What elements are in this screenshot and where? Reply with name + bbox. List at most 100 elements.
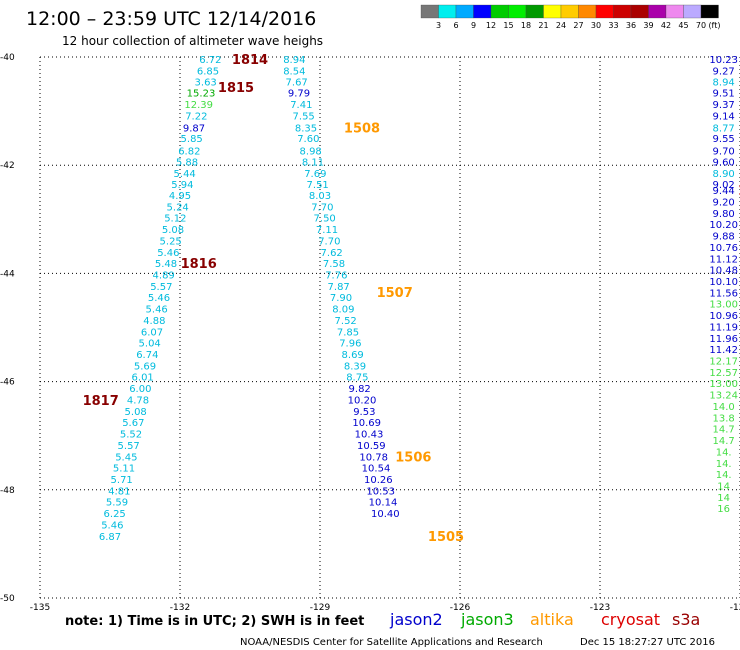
grid bbox=[39, 56, 740, 599]
legend-swatch bbox=[543, 4, 562, 19]
legend-swatch bbox=[560, 4, 579, 19]
y-tick-label: -46 bbox=[0, 378, 15, 388]
data-point: 6.00 bbox=[129, 384, 151, 395]
data-point: 11.19 bbox=[709, 322, 738, 333]
data-point: 9.53 bbox=[353, 407, 375, 418]
data-point: 7.58 bbox=[323, 259, 345, 270]
data-point: 12.17 bbox=[709, 357, 738, 368]
x-tick-labels: -135 -132 -129 -126 -123 -120 bbox=[30, 603, 740, 613]
data-point: 5.46 bbox=[157, 248, 179, 259]
x-tick-label: -135 bbox=[30, 603, 50, 613]
legend-tick: 45 bbox=[678, 21, 688, 30]
data-point: 7.52 bbox=[335, 316, 357, 327]
data-point: 6.87 bbox=[99, 532, 121, 543]
data-point: 10.69 bbox=[352, 418, 381, 429]
data-point: 11.12 bbox=[709, 254, 738, 265]
data-point: 9.27 bbox=[713, 67, 735, 78]
data-point: 8.03 bbox=[309, 191, 331, 202]
satellite-jason3: jason3 bbox=[460, 610, 514, 629]
chart-subtitle: 12 hour collection of altimeter wave hei… bbox=[62, 34, 323, 48]
data-point: 4.81 bbox=[108, 486, 130, 497]
data-point: 9.02 bbox=[713, 180, 735, 191]
data-point: 5.71 bbox=[111, 475, 133, 486]
data-point: 10.53 bbox=[366, 486, 395, 497]
time-label: 1816 bbox=[181, 257, 217, 272]
data-point: 7.41 bbox=[290, 100, 312, 111]
data-point: 4.95 bbox=[169, 191, 191, 202]
data-point: 14.7 bbox=[713, 436, 735, 447]
data-point: 9.87 bbox=[183, 123, 205, 134]
legend-tick: 27 bbox=[573, 21, 583, 30]
data-point: 5.44 bbox=[174, 169, 196, 180]
data-point: 9.14 bbox=[713, 111, 735, 122]
data-point: 5.04 bbox=[139, 339, 161, 350]
data-point: 5.45 bbox=[115, 452, 137, 463]
y-tick-label: -48 bbox=[0, 486, 15, 496]
legend-swatch bbox=[595, 4, 614, 19]
data-point: 9.44 bbox=[713, 186, 735, 197]
data-point: 8.94 bbox=[283, 55, 305, 66]
data-point: 10.78 bbox=[359, 452, 388, 463]
data-point: 6.74 bbox=[136, 350, 158, 361]
legend-tick: 30 bbox=[591, 21, 601, 30]
legend-tick: 3 bbox=[436, 21, 441, 30]
data-point: 11.42 bbox=[709, 345, 738, 356]
legend-tick: 6 bbox=[453, 21, 458, 30]
legend-swatch bbox=[648, 4, 667, 19]
legend-swatch bbox=[490, 4, 509, 19]
data-point: 8.54 bbox=[283, 67, 305, 78]
data-point: 6.25 bbox=[104, 509, 126, 520]
data-point: 8.69 bbox=[342, 350, 364, 361]
y-tick-label: -50 bbox=[0, 594, 15, 604]
data-point: 14. bbox=[716, 470, 732, 481]
time-label: 1505 bbox=[428, 530, 464, 545]
data-point: 8.35 bbox=[295, 123, 317, 134]
data-point: 8.75 bbox=[346, 373, 368, 384]
legend-swatch bbox=[665, 4, 684, 19]
data-point: 5.57 bbox=[118, 441, 140, 452]
data-point: 7.67 bbox=[286, 77, 308, 88]
chart-title: 12:00 – 23:59 UTC 12/14/2016 bbox=[26, 8, 316, 30]
data-point: 6.01 bbox=[132, 373, 154, 384]
data-point: 5.57 bbox=[150, 282, 172, 293]
data-point: 7.76 bbox=[325, 270, 347, 281]
data-point: 7.55 bbox=[293, 111, 315, 122]
data-point: 5.59 bbox=[106, 498, 128, 509]
data-point: 5.67 bbox=[122, 418, 144, 429]
legend-tick: 33 bbox=[608, 21, 618, 30]
data-point: 8.94 bbox=[713, 77, 735, 88]
data-point: 5.69 bbox=[134, 361, 156, 372]
legend-unit: (ft) bbox=[708, 21, 720, 30]
data-point: 13.8 bbox=[713, 413, 735, 424]
time-label: 1508 bbox=[344, 121, 380, 136]
data-point: 6.82 bbox=[178, 147, 200, 158]
satellite-legend: jason2 jason3 altika cryosat s3a bbox=[389, 610, 700, 629]
data-point: 16 bbox=[717, 504, 730, 515]
data-point: 5.46 bbox=[148, 293, 170, 304]
color-legend: 3 6 9 12 15 18 21 24 27 30 33 36 39 42 45 70 (ft) bbox=[420, 4, 721, 30]
data-point: 10.23 bbox=[709, 55, 738, 66]
data-point: 4.89 bbox=[153, 270, 175, 281]
x-tick-label: -132 bbox=[170, 603, 190, 613]
legend-tick: 36 bbox=[626, 21, 636, 30]
data-point: 10.26 bbox=[364, 475, 393, 486]
data-point: 8.98 bbox=[300, 147, 322, 158]
legend-tick: 18 bbox=[521, 21, 531, 30]
data-point: 13.00 bbox=[709, 300, 738, 311]
data-point: 13.24 bbox=[709, 391, 738, 402]
time-label: 1815 bbox=[218, 81, 254, 96]
data-point: 10.54 bbox=[362, 464, 391, 475]
data-point: 10.43 bbox=[355, 430, 384, 441]
legend-tick: 9 bbox=[471, 21, 476, 30]
data-point: 12.39 bbox=[184, 100, 213, 111]
data-point: 10.10 bbox=[709, 277, 738, 288]
data-point: 5.48 bbox=[155, 259, 177, 270]
data-point: 5.24 bbox=[167, 202, 189, 213]
data-point: 3.63 bbox=[195, 77, 217, 88]
data-point: 10.59 bbox=[357, 441, 386, 452]
footer-credit: NOAA/NESDIS Center for Satellite Applica… bbox=[240, 637, 543, 648]
data-point: 12.57 bbox=[709, 368, 738, 379]
data-point: 6.72 bbox=[199, 55, 221, 66]
data-point: 7.87 bbox=[328, 282, 350, 293]
